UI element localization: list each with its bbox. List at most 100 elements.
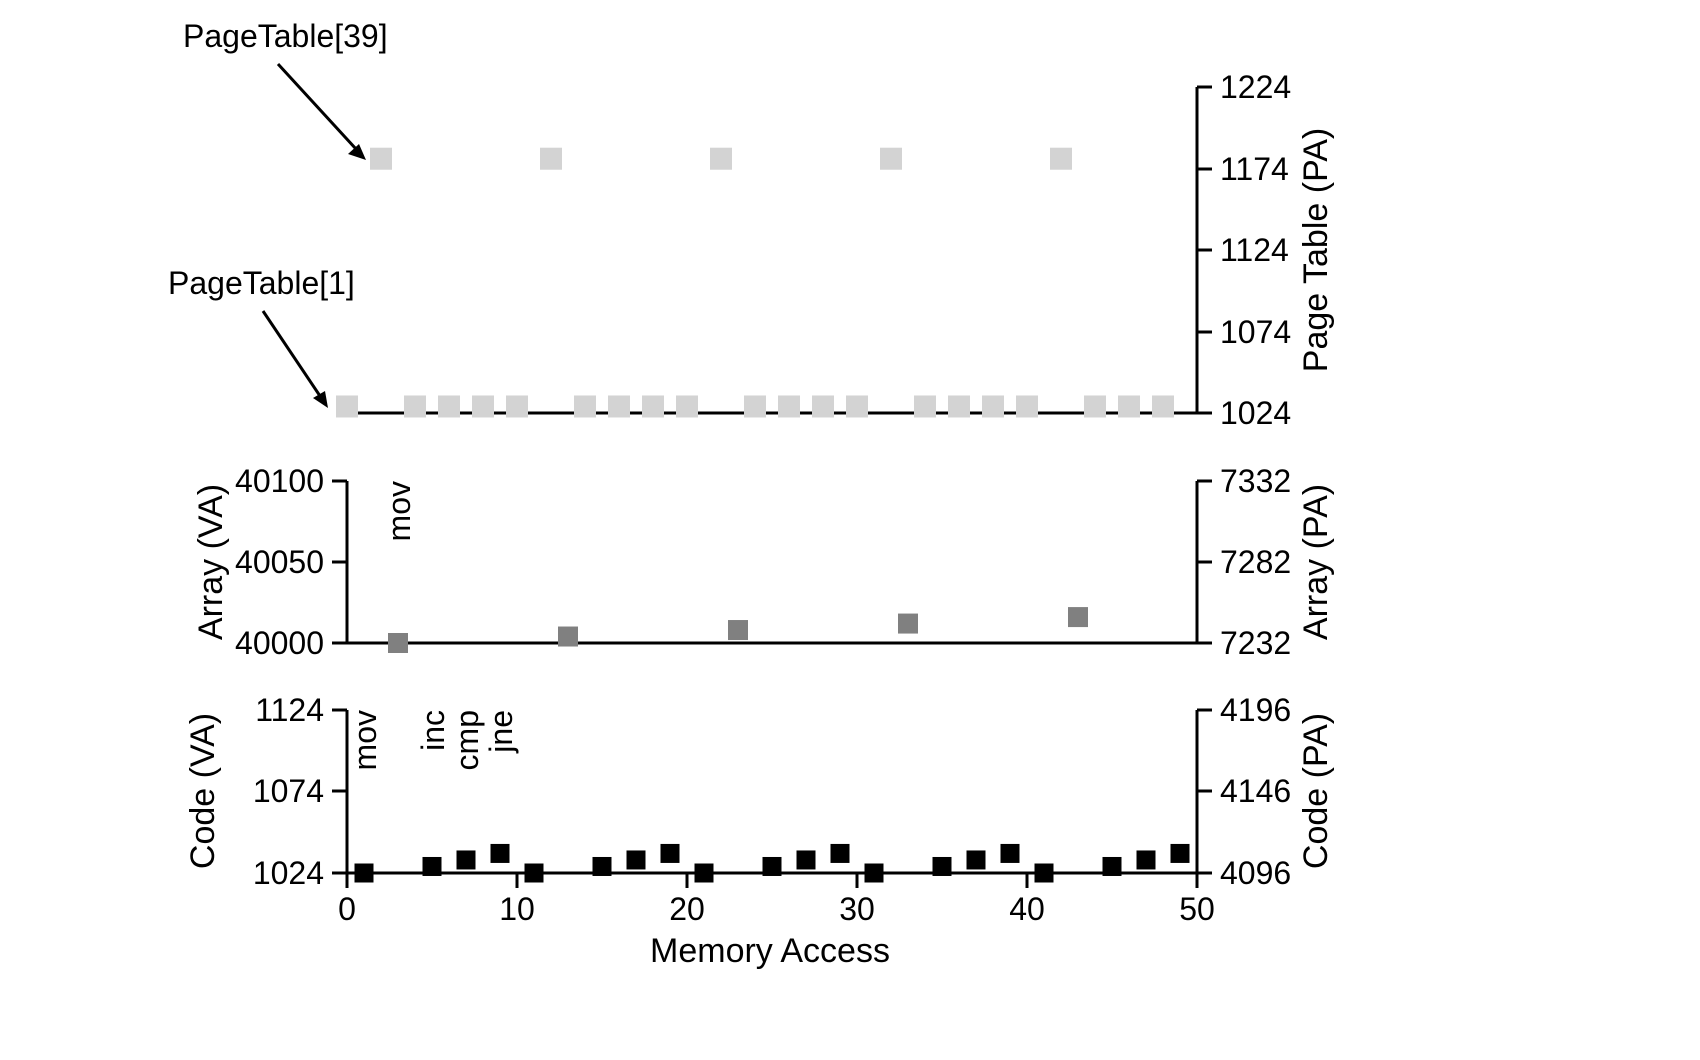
array-left-tick-label: 40100 [235, 463, 324, 499]
page-table-point [370, 147, 392, 170]
page-table-point [778, 395, 800, 418]
page-table-point [506, 395, 528, 418]
array-left-tick-label: 40050 [235, 544, 324, 580]
pagetable-1-arrowhead [313, 391, 328, 408]
page-table-point [982, 395, 1004, 418]
code-point [1102, 856, 1122, 876]
code-point [626, 850, 646, 870]
code-point [660, 843, 680, 863]
page-table-point [472, 395, 494, 418]
code-point [1034, 863, 1054, 883]
array-right-tick-label: 7282 [1220, 544, 1291, 580]
code-point [422, 856, 442, 876]
code-right-ylabel: Code (PA) [1297, 713, 1335, 869]
page-table-point [1152, 395, 1174, 418]
code-point [830, 843, 850, 863]
x-tick-label: 50 [1179, 891, 1215, 927]
pagetable-39-annotation: PageTable[39] [183, 18, 388, 54]
page-table-point [914, 395, 936, 418]
page-table-tick-label: 1174 [1220, 151, 1289, 187]
x-tick-label: 40 [1009, 891, 1045, 927]
code-left-ylabel: Code (VA) [184, 713, 222, 869]
page-table-point [1084, 395, 1106, 418]
page-table-panel: 1224 1174 1124 1074 1024 Page Table (PA)… [168, 18, 1335, 431]
array-right-tick-label: 7332 [1220, 463, 1291, 499]
page-table-point [710, 147, 732, 170]
pagetable-39-arrow [276, 62, 358, 151]
instruction-label-jne: jne [483, 710, 519, 754]
instruction-label-mov: mov [347, 710, 383, 770]
x-tick-label: 10 [499, 891, 535, 927]
page-table-point [1016, 395, 1038, 418]
code-left-tick-label: 1074 [253, 773, 324, 809]
array-point [558, 626, 578, 647]
code-point [524, 863, 544, 883]
code-left-tick-label: 1024 [253, 855, 324, 891]
page-table-point [608, 395, 630, 418]
code-ticks [332, 708, 1212, 875]
page-table-point [642, 395, 664, 418]
code-panel: 1124 1074 1024 4196 4146 4096 Code (VA) … [184, 692, 1335, 891]
instruction-label-mov: mov [381, 481, 417, 541]
x-axis: 0 10 20 30 40 50 Memory Access [338, 873, 1215, 970]
x-axis-label: Memory Access [650, 932, 890, 970]
x-tick-label: 0 [338, 891, 356, 927]
page-table-tick-label: 1024 [1220, 395, 1291, 431]
code-point [762, 856, 782, 876]
page-table-point [404, 395, 426, 418]
array-panel: 40100 40050 40000 7332 7282 7232 Array (… [192, 463, 1335, 661]
code-point [694, 863, 714, 883]
code-right-tick-label: 4196 [1220, 692, 1291, 728]
pagetable-1-arrow [261, 310, 322, 397]
array-point [1068, 607, 1088, 628]
page-table-point [1118, 395, 1140, 418]
array-point [388, 633, 408, 653]
array-right-tick-label: 7232 [1220, 625, 1291, 661]
code-point [1170, 843, 1190, 863]
page-table-marks [336, 147, 1174, 418]
code-right-tick-label: 4096 [1220, 855, 1291, 891]
page-table-point [438, 395, 460, 418]
page-table-tick-label: 1074 [1220, 314, 1291, 350]
x-tick-label: 30 [839, 891, 875, 927]
page-table-point [540, 147, 562, 170]
code-point [354, 863, 374, 883]
page-table-point [846, 395, 868, 418]
array-right-ylabel: Array (PA) [1297, 484, 1335, 640]
page-table-tick-label: 1124 [1220, 232, 1289, 268]
pagetable-1-annotation: PageTable[1] [168, 265, 355, 301]
page-table-point [812, 395, 834, 418]
code-left-tick-label: 1124 [255, 692, 324, 728]
pagetable-39-arrowhead [348, 144, 366, 160]
page-table-point [948, 395, 970, 418]
code-point [864, 863, 884, 883]
code-marks [354, 843, 1190, 883]
instruction-label-inc: inc [415, 710, 451, 751]
code-point [796, 850, 816, 870]
code-point [490, 843, 510, 863]
code-point [932, 856, 952, 876]
page-table-point [336, 395, 358, 418]
page-table-point [880, 147, 902, 170]
x-tick-label: 20 [669, 891, 705, 927]
page-table-tick-label: 1224 [1220, 69, 1291, 105]
array-point [728, 620, 748, 641]
x-ticks: 0 10 20 30 40 50 [338, 873, 1215, 927]
array-marks [388, 607, 1088, 653]
code-right-tick-label: 4146 [1220, 773, 1291, 809]
array-left-ylabel: Array (VA) [192, 484, 230, 640]
code-point [1000, 843, 1020, 863]
page-table-point [1050, 147, 1072, 170]
array-point [898, 613, 918, 634]
page-table-point [676, 395, 698, 418]
page-table-right-ticks [1197, 85, 1212, 415]
array-ticks [332, 479, 1212, 645]
code-point [966, 850, 986, 870]
array-left-tick-label: 40000 [235, 625, 324, 661]
page-table-right-ylabel: Page Table (PA) [1297, 128, 1335, 372]
code-point [456, 850, 476, 870]
array-instruction-labels: mov [381, 481, 417, 541]
page-table-point [574, 395, 596, 418]
